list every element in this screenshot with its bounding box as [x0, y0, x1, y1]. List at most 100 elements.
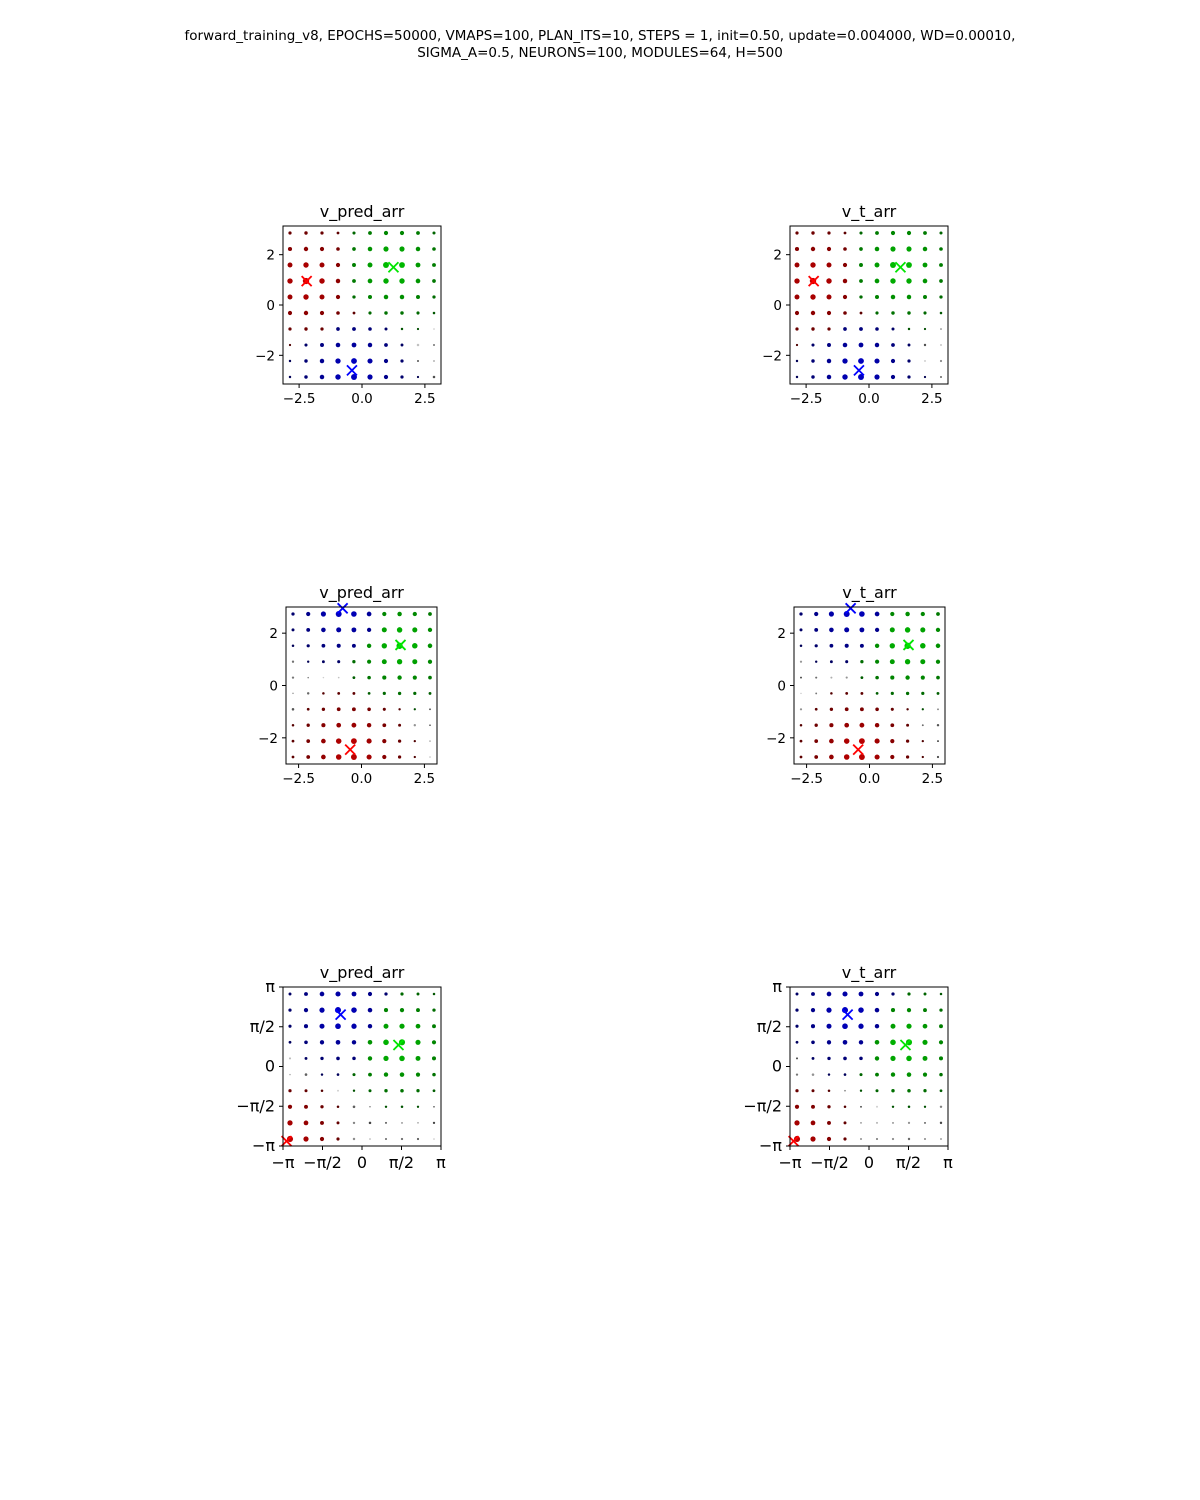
grid-point [939, 1024, 943, 1029]
grid-point [401, 1122, 403, 1124]
grid-point [842, 991, 848, 997]
grid-point [906, 1055, 912, 1062]
grid-point [384, 1137, 388, 1141]
grid-point [399, 278, 405, 284]
grid-point [320, 343, 324, 347]
grid-point [875, 659, 880, 664]
grid-point [875, 327, 879, 331]
grid-point [799, 739, 803, 743]
grid-point [906, 1008, 912, 1013]
grid-point [383, 1023, 389, 1029]
grid-point [415, 1039, 421, 1045]
grid-point [875, 675, 879, 680]
grid-point [859, 263, 863, 267]
grid-point [811, 1056, 815, 1060]
grid-point [291, 612, 295, 616]
grid-point [874, 1007, 880, 1013]
grid-point [920, 643, 926, 649]
grid-point [416, 1105, 420, 1108]
grid-point [433, 360, 435, 362]
grid-point [417, 1122, 419, 1124]
grid-point [289, 1073, 291, 1076]
grid-point [288, 1008, 292, 1012]
grid-point [288, 343, 292, 347]
grid-point [383, 374, 389, 380]
grid-point [890, 278, 896, 284]
grid-point [400, 359, 404, 363]
grid-point [369, 1106, 371, 1108]
grid-point [874, 1056, 880, 1061]
grid-point [415, 262, 421, 268]
grid-point [320, 231, 324, 235]
grid-point [319, 310, 325, 316]
grid-point [922, 1039, 928, 1045]
grid-point [811, 1040, 815, 1045]
grid-point [922, 262, 928, 268]
grid-point [859, 611, 865, 617]
grid-point [874, 643, 880, 649]
grid-point [939, 231, 943, 235]
grid-point [303, 262, 309, 268]
grid-point [922, 1023, 928, 1029]
grid-point [844, 722, 850, 728]
grid-point [287, 310, 293, 316]
grid-point [827, 1073, 831, 1076]
grid-point [939, 1105, 943, 1109]
grid-point [936, 723, 940, 727]
grid-point [860, 1138, 862, 1140]
grid-point [335, 754, 342, 760]
grid-point [815, 692, 818, 695]
grid-point [939, 279, 943, 283]
grid-point [416, 231, 420, 235]
grid-point [876, 1105, 878, 1108]
grid-point [858, 738, 865, 745]
grid-point [382, 707, 386, 711]
grid-point [319, 262, 325, 268]
grid-point [383, 246, 389, 252]
grid-point [860, 1105, 862, 1108]
grid-point [829, 738, 834, 744]
grid-point [891, 311, 895, 315]
grid-point [428, 675, 432, 680]
grid-point [906, 278, 912, 284]
grid-point [874, 294, 880, 300]
grid-point [876, 1138, 878, 1140]
grid-point [923, 231, 927, 235]
grid-point [795, 231, 799, 235]
grid-point [906, 1023, 912, 1029]
grid-point [304, 375, 308, 379]
grid-point [799, 628, 803, 632]
grid-point [794, 278, 800, 284]
grid-point [874, 342, 880, 348]
y-tick-label: −π/2 [743, 1096, 782, 1115]
grid-point [858, 1040, 864, 1045]
grid-point [336, 231, 340, 235]
grid-point [799, 723, 803, 727]
grid-point [907, 375, 911, 379]
grid-point [384, 1121, 388, 1124]
grid-point [795, 375, 799, 379]
grid-point [799, 660, 803, 663]
grid-point [829, 660, 833, 664]
grid-point [936, 612, 940, 616]
x-tick-label: −π/2 [303, 1153, 342, 1172]
y-tick-label: 0 [773, 298, 782, 314]
grid-point [810, 1024, 816, 1029]
grid-point [336, 327, 340, 331]
grid-point [399, 262, 405, 268]
grid-point [907, 992, 911, 996]
goal-marker [899, 1039, 912, 1051]
grid-point [288, 231, 292, 235]
grid-point [321, 660, 325, 664]
grid-point [352, 1089, 356, 1092]
grid-point [367, 659, 372, 664]
x-tick-label: 2.5 [414, 771, 435, 787]
grid-point [335, 1023, 341, 1030]
grid-point [383, 1072, 389, 1077]
grid-point [810, 1136, 816, 1142]
grid-point [890, 1055, 896, 1062]
grid-point [319, 294, 325, 300]
grid-point [399, 1008, 405, 1013]
grid-point [367, 294, 373, 300]
grid-point [876, 1121, 878, 1124]
